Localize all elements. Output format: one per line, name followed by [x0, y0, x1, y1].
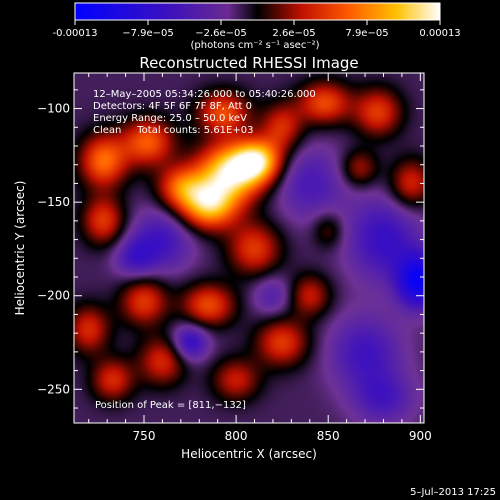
- heatmap-image: [74, 73, 424, 423]
- x-tick-label: 850: [317, 429, 340, 443]
- y-tick-label: −200: [37, 289, 70, 303]
- annotation-detectors: Detectors: 4F 5F 6F 7F 8F, Att 0: [93, 101, 252, 112]
- y-axis-label: Heliocentric Y (arcsec): [13, 181, 27, 316]
- colorbar-tick-label: -0.00013: [53, 28, 98, 39]
- y-tick-label: −100: [37, 102, 70, 116]
- plot-frame: [73, 72, 425, 424]
- colorbar-tick-label: 2.6e−05: [272, 28, 315, 39]
- x-tick-label: 900: [409, 429, 432, 443]
- annotation-block: 12–May–2005 05:34:26.000 to 05:40:26.000…: [93, 89, 316, 136]
- annotation-time-range: 12–May–2005 05:34:26.000 to 05:40:26.000: [93, 89, 316, 100]
- axis-ticks: 750 800 850 900 −100 −150 −200 −250: [37, 73, 432, 443]
- colorbar-tick-label: −7.9e−05: [122, 28, 174, 39]
- footer-timestamp: 5–Jul–2013 17:25: [410, 487, 496, 498]
- colorbar-ticks: -0.00013 −7.9e−05 −2.6e−05 2.6e−05 7.9e−05 0.…: [53, 20, 461, 39]
- colorbar-tick-label: −2.6e−05: [195, 28, 247, 39]
- x-tick-label: 750: [133, 429, 156, 443]
- annotation-energy-range: Energy Range: 25.0 – 50.0 keV: [93, 113, 247, 124]
- peak-position-label: Position of Peak = [811,−132]: [95, 400, 246, 411]
- colorbar: [74, 2, 441, 21]
- colorbar-tick-label: 7.9e−05: [345, 28, 388, 39]
- annotation-total-counts: Clean Total counts: 5.61E+03: [93, 125, 253, 136]
- colorbar-tick-label: 0.00013: [419, 28, 460, 39]
- colorbar-unit-label: (photons cm⁻² s⁻¹ asec⁻²): [190, 40, 319, 51]
- chart-title: Reconstructed RHESSI Image: [139, 54, 358, 72]
- y-tick-label: −250: [37, 382, 70, 396]
- y-tick-label: −150: [37, 195, 70, 209]
- x-tick-label: 800: [225, 429, 248, 443]
- x-axis-label: Heliocentric X (arcsec): [181, 447, 317, 461]
